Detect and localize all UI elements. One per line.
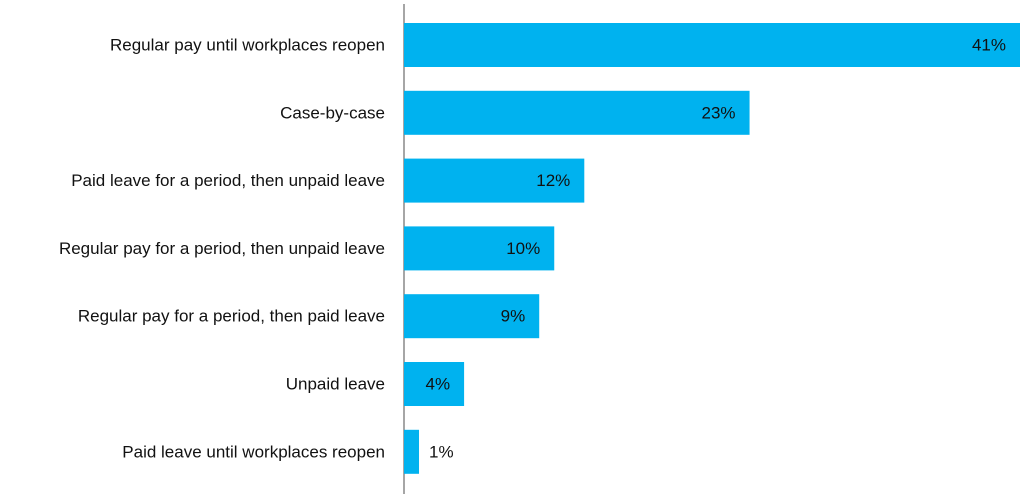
category-label: Unpaid leave [286,375,385,394]
bar [404,226,555,271]
value-label: 4% [426,375,451,394]
value-label: 12% [536,171,570,190]
value-labels-group: 41% 23% 12% 10% 9% 4% 1% [426,36,1006,462]
value-label: 41% [972,36,1006,55]
category-label: Case-by-case [280,103,385,122]
category-label: Regular pay for a period, then unpaid le… [59,239,385,258]
category-label: Regular pay for a period, then paid leav… [78,307,385,326]
category-label: Paid leave until workplaces reopen [122,442,385,461]
bar [404,90,750,135]
bars-group [404,23,1020,474]
category-label: Paid leave for a period, then unpaid lea… [71,171,385,190]
bar [404,158,585,203]
value-label: 10% [506,239,540,258]
value-label: 9% [501,307,526,326]
category-label: Regular pay until workplaces reopen [110,36,385,55]
bar [404,23,1020,67]
bar [404,362,465,406]
category-labels-group: Regular pay until workplaces reopen Case-… [59,36,385,462]
bar [404,429,420,474]
value-label: 23% [702,103,736,122]
value-label: 1% [429,442,454,461]
bar [404,294,540,339]
